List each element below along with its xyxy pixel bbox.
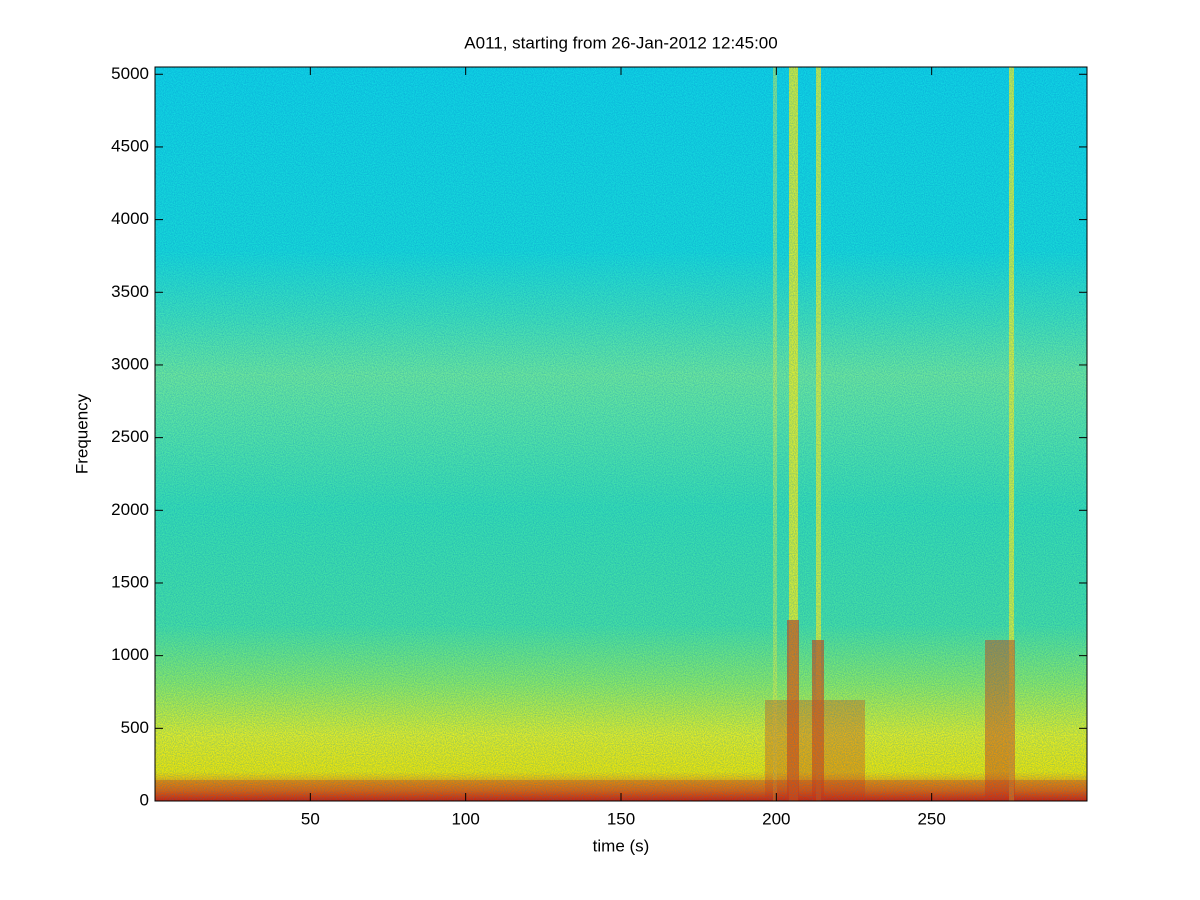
y-tick-label: 500 — [121, 718, 149, 737]
noise-texture — [155, 67, 1087, 801]
y-tick-label: 2500 — [111, 427, 149, 446]
y-tick-label: 2000 — [111, 500, 149, 519]
y-tick-label: 0 — [140, 790, 149, 809]
y-tick-label: 3000 — [111, 354, 149, 373]
x-tick-label: 50 — [301, 809, 320, 828]
y-tick-label: 4000 — [111, 209, 149, 228]
x-axis-label: time (s) — [593, 836, 650, 855]
x-tick-label: 200 — [762, 809, 790, 828]
y-tick-label: 4500 — [111, 136, 149, 155]
y-axis-label: Frequency — [72, 393, 91, 474]
y-tick-label: 5000 — [111, 64, 149, 83]
x-tick-label: 150 — [607, 809, 635, 828]
x-tick-label: 250 — [917, 809, 945, 828]
chart-title: A011, starting from 26-Jan-2012 12:45:00 — [464, 33, 777, 52]
y-tick-label: 1500 — [111, 572, 149, 591]
x-tick-label: 100 — [451, 809, 479, 828]
plot-area — [154, 66, 1088, 802]
y-tick-label: 1000 — [111, 645, 149, 664]
y-tick-label: 3500 — [111, 282, 149, 301]
